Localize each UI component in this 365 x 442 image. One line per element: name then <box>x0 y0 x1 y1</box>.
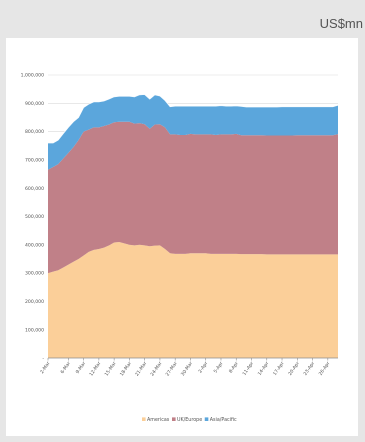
y-tick-label: 400,000 <box>25 242 44 248</box>
x-tick-label: 15-Mar <box>104 361 118 378</box>
legend-entry: UK/Europe <box>172 417 202 423</box>
y-tick-label: 600,000 <box>25 186 44 192</box>
y-tick-label: 100,000 <box>25 327 44 333</box>
y-tick-label: 1,000,000 <box>21 73 44 79</box>
x-tick-label: 20-Apr <box>287 361 301 377</box>
legend-entry: Asia/Pacific <box>204 417 237 423</box>
y-tick-label: 900,000 <box>25 101 44 107</box>
x-tick-label: 30-Mar <box>180 361 194 378</box>
x-tick-label: 2-Apr <box>197 361 209 375</box>
stacked-area-chart: - 100,000 200,000 300,000 400,000 500,000 600,… <box>21 73 339 423</box>
area-uk-europe <box>48 121 338 274</box>
x-tick-label: 11-Apr <box>241 361 255 377</box>
legend-swatch <box>204 417 209 421</box>
x-axis-ticks: 2-Mar 6-Mar 9-Mar 12-Mar 15-Mar 18-Mar 21-Mar 2… <box>39 358 332 378</box>
x-tick-label: 27-Mar <box>165 361 179 378</box>
x-tick-label: 17-Apr <box>272 361 286 377</box>
area-asia-pacific <box>48 94 338 170</box>
y-tick-label: 500,000 <box>25 214 44 220</box>
y-tick-label: 200,000 <box>25 299 44 305</box>
x-tick-label: 6-Mar <box>59 361 72 375</box>
x-tick-label: 18-Mar <box>119 361 133 378</box>
legend-swatch <box>142 417 146 421</box>
x-tick-label: 14-Apr <box>257 361 271 377</box>
x-tick-label: 24-Mar <box>149 361 163 378</box>
unit-label: US$mn <box>319 16 363 31</box>
y-axis-ticks: - 100,000 200,000 300,000 400,000 500,000 600,… <box>21 73 45 362</box>
x-tick-label: 21-Mar <box>134 361 148 378</box>
legend-entry: Americas <box>142 417 170 423</box>
y-tick-label: 300,000 <box>25 271 44 277</box>
area-series <box>48 94 339 358</box>
legend-label: UK/Europe <box>177 417 202 423</box>
x-tick-label: 23-Apr <box>302 361 316 377</box>
legend-swatch <box>172 417 176 421</box>
legend-label: Americas <box>147 417 170 423</box>
x-tick-label: 2-Mar <box>39 361 52 375</box>
x-tick-label: 8-Apr <box>228 361 240 375</box>
y-tick-label: 800,000 <box>25 129 44 135</box>
y-tick-label: 700,000 <box>25 158 44 164</box>
chart-panel: - 100,000 200,000 300,000 400,000 500,000 600,… <box>6 38 358 436</box>
x-tick-label: 9-Mar <box>75 361 88 375</box>
x-tick-label: 12-Mar <box>88 361 102 378</box>
legend-label: Asia/Pacific <box>210 417 237 423</box>
series-top-outline <box>48 94 339 144</box>
y-tick-label: - <box>42 357 44 362</box>
area-americas <box>48 241 338 358</box>
legend: Americas UK/Europe Asia/Pacific <box>142 417 237 423</box>
x-tick-label: 26-Apr <box>318 361 332 377</box>
x-tick-label: 5-Apr <box>213 361 225 375</box>
